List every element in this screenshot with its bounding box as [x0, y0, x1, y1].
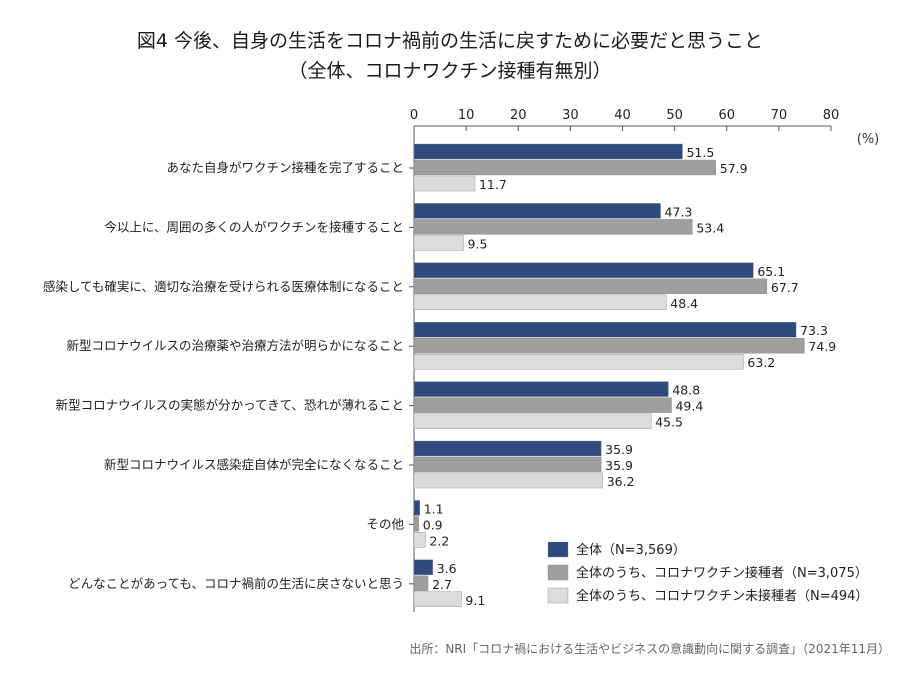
category-label: どんなことがあっても、コロナ禍前の生活に戻さないと思う — [68, 576, 404, 591]
data-label: 65.1 — [757, 264, 785, 279]
data-label: 47.3 — [665, 204, 693, 219]
bar — [413, 472, 603, 489]
bar — [413, 294, 667, 310]
bar — [413, 159, 717, 176]
data-label: 45.5 — [655, 415, 683, 430]
data-label: 35.9 — [605, 442, 633, 457]
legend-swatch — [547, 564, 569, 581]
source-note: 出所：NRI「コロナ禍における生活やビジネスの意識動向に関する調査」（2021年… — [409, 642, 890, 656]
bar — [413, 354, 744, 370]
bar — [413, 456, 602, 473]
bar — [413, 203, 661, 219]
category-label: 今以上に、周囲の多くの人がワクチンを接種すること — [104, 219, 404, 234]
data-label: 48.8 — [672, 383, 700, 398]
data-label: 67.7 — [771, 280, 799, 295]
data-label: 63.2 — [747, 355, 775, 370]
category-label: その他 — [366, 516, 404, 531]
data-label: 3.6 — [437, 561, 457, 576]
data-label: 53.4 — [696, 220, 724, 235]
bar — [413, 381, 669, 397]
data-label: 1.1 — [424, 501, 444, 516]
bar — [413, 322, 797, 338]
data-label: 2.2 — [429, 533, 449, 548]
category-label: 感染しても確実に、適切な治療を受けられる医療体制になること — [43, 279, 404, 294]
data-label: 51.5 — [686, 145, 714, 160]
x-tick-label: 20 — [510, 108, 527, 123]
x-tick-label: 70 — [771, 108, 788, 123]
legend-swatch — [547, 541, 569, 558]
x-tick-label: 10 — [458, 108, 475, 123]
data-label: 11.7 — [479, 177, 507, 192]
bar — [413, 278, 768, 294]
chart-title: 図4 今後、自身の生活をコロナ禍前の生活に戻すために必要だと思うこと — [136, 30, 764, 52]
legend-label: 全体のうち、コロナワクチン未接種者（N=494） — [576, 588, 868, 604]
category-label: あなた自身がワクチン接種を完了すること — [166, 160, 404, 175]
data-label: 35.9 — [605, 458, 633, 473]
bar — [413, 262, 754, 278]
data-label: 49.4 — [675, 399, 703, 414]
legend-label: 全体（N=3,569） — [576, 542, 686, 558]
bar — [413, 338, 805, 354]
bar — [413, 516, 419, 532]
data-label: 74.9 — [808, 339, 836, 354]
bar — [413, 219, 693, 235]
x-tick-label: 30 — [562, 108, 579, 123]
legend-label: 全体のうち、コロナワクチン接種者（N=3,075） — [576, 565, 868, 581]
data-label: 57.9 — [720, 161, 748, 176]
unit-label: (%) — [857, 132, 880, 147]
bar — [413, 235, 464, 251]
bar — [413, 175, 476, 192]
x-tick-label: 0 — [410, 108, 418, 123]
chart-subtitle: （全体、コロナワクチン接種有無別） — [288, 60, 612, 82]
category-label: 新型コロナウイルスの実態が分かってきて、恐れが薄れること — [56, 398, 404, 413]
bar — [413, 591, 462, 607]
bar — [413, 440, 602, 457]
x-tick-label: 40 — [614, 108, 631, 123]
legend-swatch — [547, 587, 569, 604]
data-label: 73.3 — [800, 323, 828, 338]
bar — [413, 397, 672, 413]
bar — [413, 559, 433, 575]
bar — [413, 500, 420, 516]
bar — [413, 532, 426, 548]
category-label: 新型コロナウイルス感染症自体が完全になくなること — [104, 457, 404, 472]
bar — [413, 575, 429, 591]
category-label: 新型コロナウイルスの治療薬や治療方法が明らかになること — [66, 338, 404, 353]
data-label: 9.1 — [465, 593, 485, 608]
x-tick-label: 80 — [823, 108, 840, 123]
data-label: 2.7 — [432, 577, 452, 592]
x-tick-label: 50 — [666, 108, 683, 123]
data-label: 36.2 — [607, 474, 635, 489]
data-label: 9.5 — [468, 236, 488, 251]
data-label: 0.9 — [423, 517, 443, 532]
data-label: 48.4 — [670, 296, 698, 311]
x-tick-label: 60 — [718, 108, 735, 123]
bar — [413, 143, 683, 160]
bar — [413, 413, 652, 429]
